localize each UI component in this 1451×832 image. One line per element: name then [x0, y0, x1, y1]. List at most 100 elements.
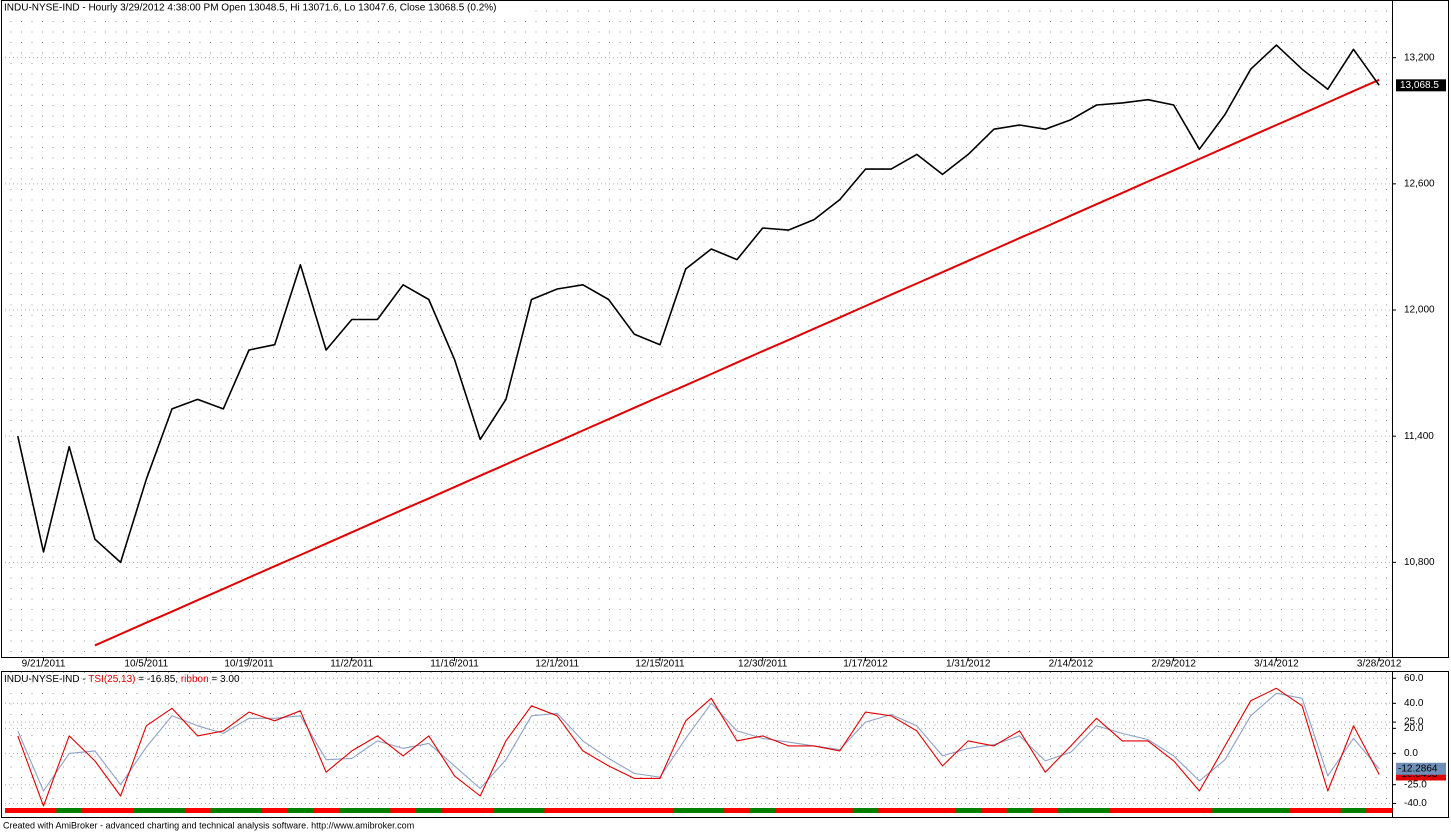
y-tick-label: 25.0 — [1404, 717, 1424, 728]
ribbon-segment — [595, 808, 622, 813]
ribbon-segment — [1237, 808, 1265, 813]
ribbon-segment — [56, 808, 83, 813]
ribbon-segment — [1212, 808, 1239, 813]
ribbon-segment — [493, 808, 520, 813]
tsi-series-name: TSI(25,13) — [88, 674, 135, 685]
tsi-pane-frame — [1, 671, 1449, 818]
ribbon-segment — [30, 808, 57, 813]
x-tick-label: 1/17/2012 — [843, 659, 888, 670]
ribbon-segment — [621, 808, 648, 813]
ribbon-segment — [338, 808, 366, 813]
ribbon-segment — [1109, 808, 1136, 813]
ribbon-segment — [570, 808, 597, 813]
y-tick-label: 12,600 — [1404, 178, 1435, 189]
tsi-plot-area — [5, 672, 1392, 817]
ribbon-segment — [518, 808, 545, 813]
y-tick-label: 12,000 — [1404, 305, 1435, 316]
y-tick-label: 60.0 — [1404, 673, 1424, 684]
last-value-label: -12.2864 — [1398, 763, 1438, 774]
x-tick-label: 10/5/2011 — [124, 659, 168, 670]
ribbon-segment — [1032, 808, 1059, 813]
x-tick-label: 3/28/2012 — [1357, 659, 1402, 670]
ribbon-segment — [261, 808, 289, 813]
tsi-line — [17, 692, 1380, 792]
ribbon-segment — [133, 808, 160, 813]
ribbon-segment — [1186, 808, 1213, 813]
ribbon-segment — [159, 808, 186, 813]
ribbon-segment — [775, 808, 802, 813]
ribbon-segment — [1006, 808, 1033, 813]
last-value-box — [1396, 762, 1446, 775]
layer: 10,800 11,400 12,000 12,600 13,200 9/21/2011 1… — [5, 44, 1446, 813]
x-tick-label: 12/1/2011 — [535, 659, 579, 670]
ribbon-segment — [1083, 808, 1110, 813]
x-tick-label: 12/30/2011 — [738, 659, 788, 670]
ribbon-segment — [364, 808, 391, 813]
x-tick-label: 10/19/2011 — [224, 659, 274, 670]
y-tick-label: 20.0 — [1404, 723, 1424, 734]
y-tick-label: 13,200 — [1404, 52, 1435, 63]
ribbon-segment — [724, 808, 751, 813]
last-value-box — [1396, 79, 1446, 92]
y-tick-label: 10,800 — [1404, 557, 1435, 568]
ribbon-segment — [903, 808, 931, 813]
y-tick-label: 40.0 — [1404, 698, 1424, 709]
ribbon-segment — [1263, 808, 1290, 813]
ribbon-segment — [107, 808, 134, 813]
ribbon-segment — [287, 808, 314, 813]
ribbon-segment — [749, 808, 777, 813]
price-pane-frame — [1, 0, 1449, 658]
price-plot-area — [5, 3, 1392, 657]
ribbon-segment — [441, 808, 468, 813]
ribbon-segment — [467, 808, 494, 813]
ribbon-name: ribbon — [181, 674, 209, 685]
ribbon-segment — [981, 808, 1008, 813]
ribbon-segment — [1366, 808, 1393, 813]
ribbon-segment — [184, 808, 211, 813]
x-tick-label: 12/15/2011 — [635, 659, 685, 670]
ribbon-segment — [210, 808, 237, 813]
chart-title: INDU-NYSE-IND - Hourly 3/29/2012 4:38:00… — [4, 3, 497, 14]
title-background — [2, 1, 529, 14]
x-tick-label: 11/2/2011 — [330, 659, 373, 670]
ribbon-segment — [82, 808, 109, 813]
ribbon-segment — [5, 808, 32, 813]
ribbon-segment — [852, 808, 879, 813]
x-tick-label: 2/14/2012 — [1049, 659, 1094, 670]
tsi-title: INDU-NYSE-IND - TSI(25,13) = -16.85, rib… — [4, 674, 240, 685]
x-tick-label: 11/16/2011 — [430, 659, 479, 670]
tsi-title-part: INDU-NYSE-IND - — [4, 674, 88, 685]
y-tick-label: 11,400 — [1404, 431, 1434, 442]
price-line — [17, 44, 1380, 564]
ribbon-segment — [1340, 808, 1367, 813]
y-tick-label: -40.0 — [1404, 798, 1427, 809]
ribbon-segment — [1314, 808, 1342, 813]
trendline — [94, 78, 1380, 647]
ribbon-segment — [1058, 808, 1085, 813]
last-value-label: 13,068.5 — [1400, 80, 1439, 91]
tsi-title-part: = 3.00 — [209, 674, 240, 685]
tsi-title-part: = -16.85, — [136, 674, 181, 685]
y-tick-label: -25.0 — [1404, 779, 1427, 790]
footer: Created with AmiBroker - advanced charti… — [3, 820, 414, 830]
ribbon-segment — [826, 808, 854, 813]
x-tick-label: 1/31/2012 — [946, 659, 991, 670]
ribbon-segment — [313, 808, 340, 813]
ribbon-segment — [1135, 808, 1162, 813]
ribbon-segment — [801, 808, 828, 813]
x-tick-label: 3/14/2012 — [1254, 659, 1299, 670]
y-tick-label: 0.0 — [1404, 748, 1418, 759]
ribbon-segment — [698, 808, 725, 813]
tsi-line — [17, 687, 1380, 807]
ribbon-segment — [390, 808, 417, 813]
ribbon-segment — [1289, 808, 1316, 813]
ribbon-segment — [647, 808, 674, 813]
ribbon-segment — [544, 808, 571, 813]
x-tick-label: 9/21/2011 — [22, 659, 66, 670]
ribbon-segment — [672, 808, 699, 813]
ribbon-segment — [236, 808, 263, 813]
ribbon-segment — [1160, 808, 1188, 813]
ribbon-segment — [929, 808, 956, 813]
